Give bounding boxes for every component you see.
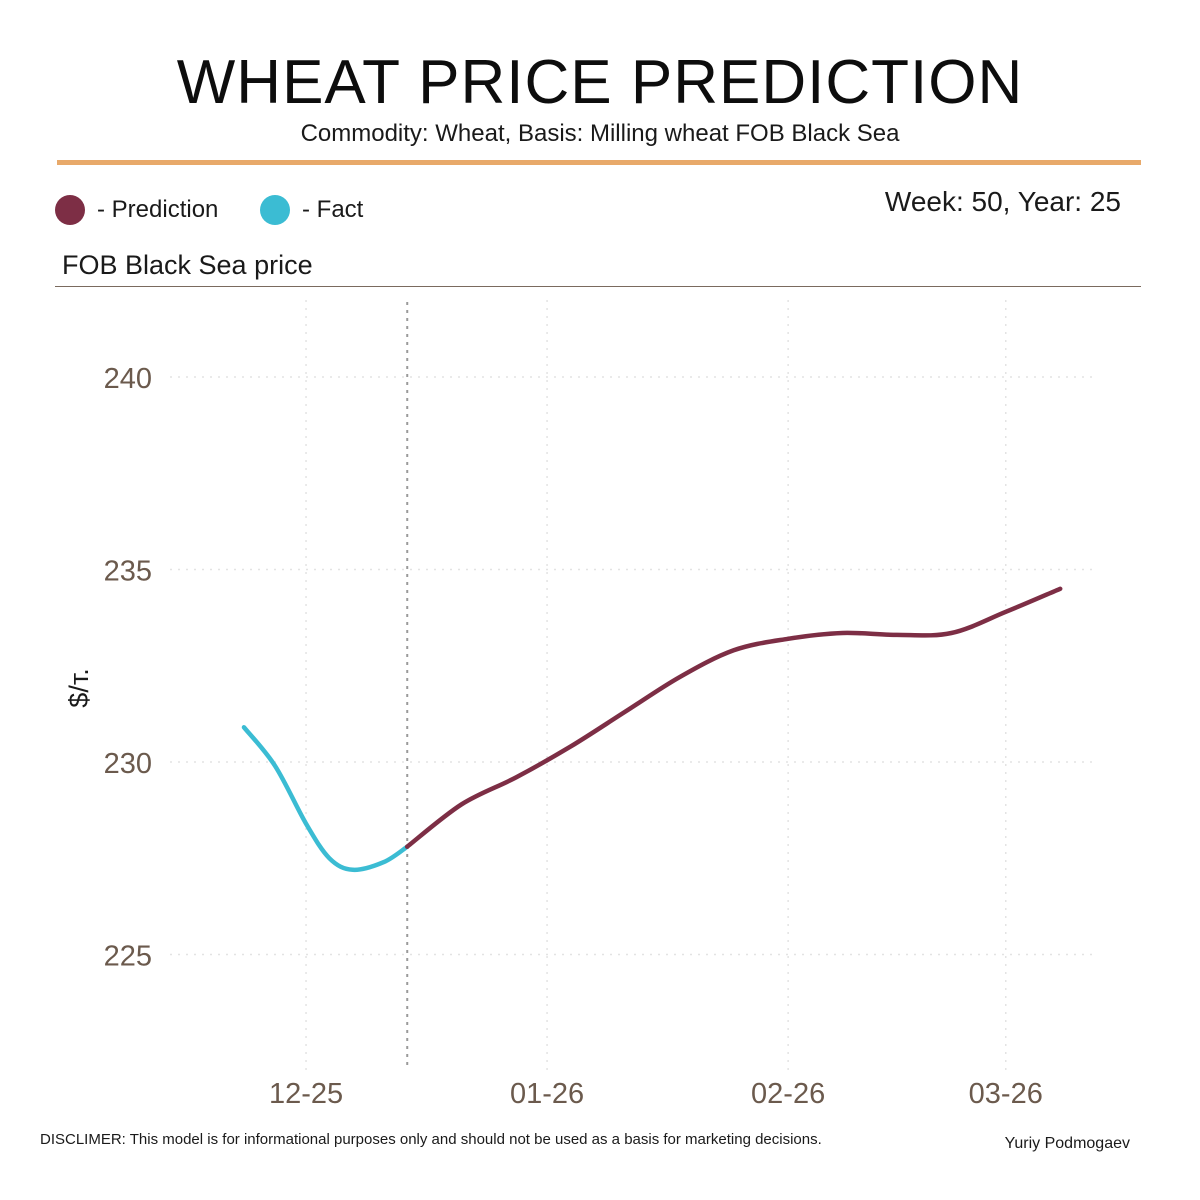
x-tick-label-03-26: 03-26 <box>969 1078 1043 1110</box>
legend-label-prediction: - Prediction <box>97 196 219 223</box>
chart-subtitle: Commodity: Wheat, Basis: Milling wheat F… <box>300 120 900 147</box>
disclaimer: DISCLIMER: This model is for information… <box>40 1131 822 1148</box>
y-axis-label: $/т. <box>64 668 94 707</box>
legend-item-fact: - Fact <box>260 195 363 225</box>
legend-label-fact: - Fact <box>302 196 364 223</box>
y-tick-label-225: 225 <box>104 941 152 973</box>
y-tick-label-230: 230 <box>104 748 152 780</box>
week-label: Week: 50, Year: 25 <box>884 186 1121 217</box>
legend-item-prediction: - Prediction <box>55 195 218 225</box>
author-credit: Yuriy Podmogaev <box>1004 1135 1130 1152</box>
series-line-fact <box>241 725 410 873</box>
section-divider <box>55 286 1141 287</box>
x-tick-label-02-26: 02-26 <box>751 1078 825 1110</box>
x-tick-label-12-25: 12-25 <box>269 1078 343 1110</box>
chart-title: WHEAT PRICE PREDICTION <box>176 48 1024 117</box>
x-tick-label-01-26: 01-26 <box>510 1078 584 1110</box>
prediction-dot-icon <box>55 195 85 225</box>
y-tick-label-235: 235 <box>104 556 152 588</box>
accent-divider <box>57 160 1141 165</box>
series-line-prediction <box>404 586 1063 849</box>
section-label: FOB Black Sea price <box>62 250 313 280</box>
fact-dot-icon <box>260 195 290 225</box>
y-tick-label-240: 240 <box>104 363 152 395</box>
